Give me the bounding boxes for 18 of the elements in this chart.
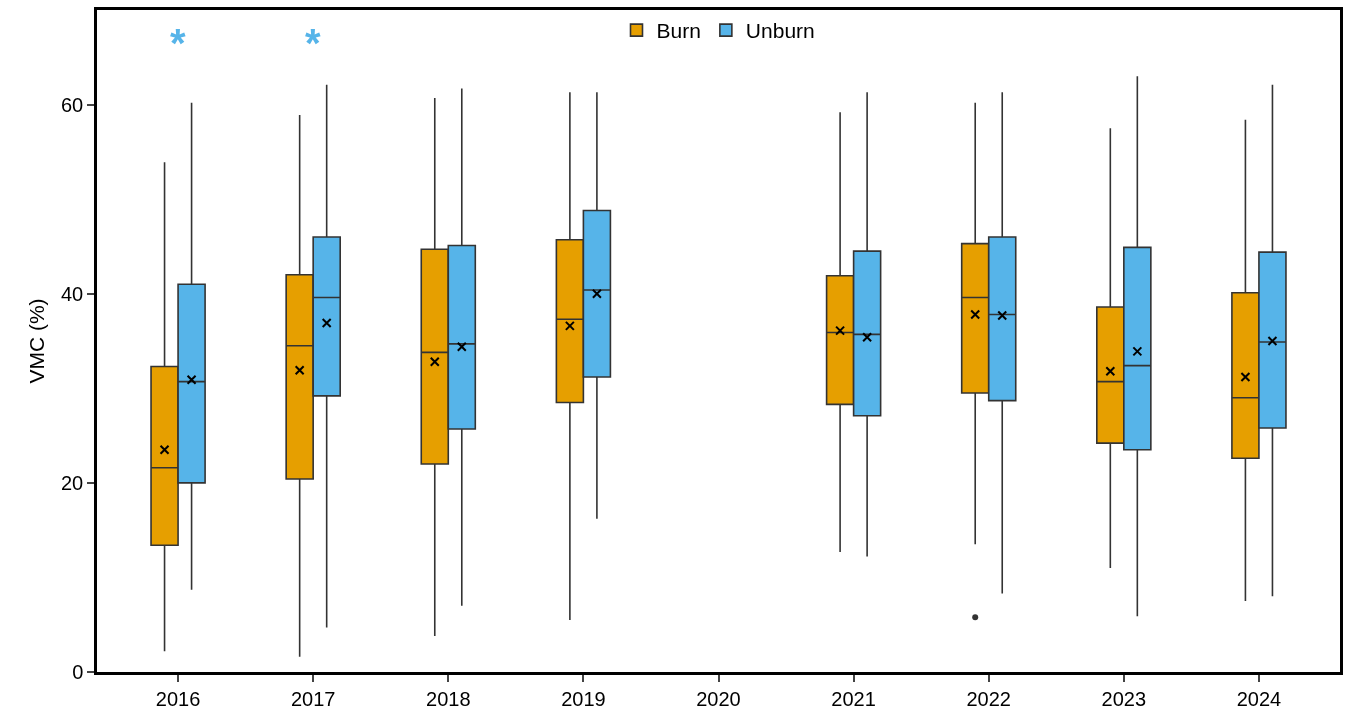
annotation: *: [170, 21, 186, 65]
y-tick-label: 20: [61, 471, 84, 494]
annotation: *: [305, 21, 321, 65]
y-tick-label: 60: [61, 93, 84, 116]
x-tick-label: 2024: [1236, 687, 1282, 710]
x-tick-label: 2016: [155, 687, 201, 710]
legend-label: Unburn: [745, 19, 815, 43]
y-tick-label: 40: [61, 282, 84, 305]
x-tick-label: 2017: [290, 687, 336, 710]
x-tick-label: 2021: [831, 687, 876, 710]
x-tick-label: 2022: [966, 687, 1011, 710]
x-tick-label: 2018: [426, 687, 471, 710]
y-tick-label: 0: [72, 661, 84, 683]
x-tick-label: 2020: [696, 687, 741, 710]
x-tick-label: 2019: [561, 687, 606, 710]
legend-label: Burn: [656, 19, 701, 43]
x-tick-label: 2023: [1101, 687, 1147, 710]
y-axis-title: VMC (%): [24, 298, 48, 384]
